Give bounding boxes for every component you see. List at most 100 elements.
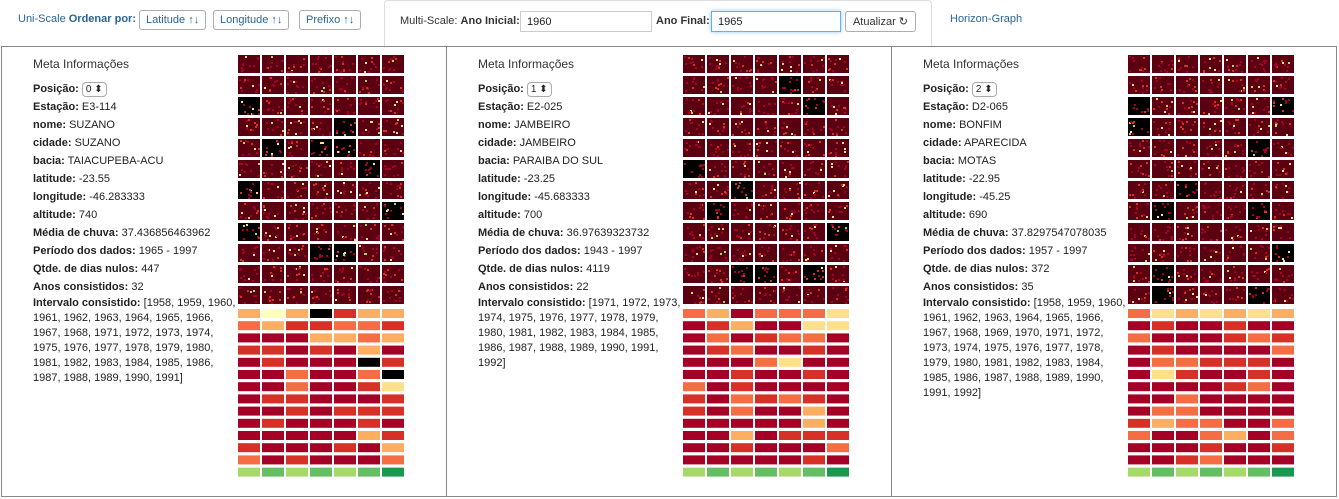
day-dot xyxy=(350,104,352,106)
year-cell xyxy=(779,382,801,392)
year-cell xyxy=(382,418,404,428)
day-dot xyxy=(741,131,743,133)
sort-longitude-button[interactable]: Longitude ↑↓ xyxy=(213,10,290,30)
year-cell xyxy=(382,431,404,440)
day-dot xyxy=(289,71,291,73)
month-block xyxy=(1176,181,1198,199)
day-dot xyxy=(1225,155,1227,157)
day-dot xyxy=(1169,83,1171,85)
day-dot xyxy=(383,273,385,275)
day-dot xyxy=(1226,289,1228,291)
day-dot xyxy=(693,77,695,79)
posicao-row: Posição: 2 ⬍ xyxy=(923,80,1128,98)
posicao-stepper[interactable]: 2 ⬍ xyxy=(971,82,997,97)
day-dot xyxy=(1240,61,1242,63)
day-dot xyxy=(373,63,375,65)
day-dot xyxy=(347,168,349,170)
day-dot xyxy=(1288,275,1290,277)
posicao-stepper[interactable]: 1 ⬍ xyxy=(526,82,552,97)
day-dot xyxy=(785,269,787,271)
day-dot xyxy=(810,80,812,82)
year-cell xyxy=(755,309,777,318)
year-cell xyxy=(1128,455,1150,465)
day-dot xyxy=(1137,170,1139,172)
meta-title: Meta Informações xyxy=(33,57,130,71)
day-dot xyxy=(749,253,751,255)
day-dot xyxy=(1276,174,1278,176)
day-dot xyxy=(1147,131,1149,133)
day-dot xyxy=(246,229,248,231)
year-cell xyxy=(262,406,284,416)
day-dot xyxy=(1234,279,1236,281)
year-cell xyxy=(779,467,801,477)
day-dot xyxy=(296,189,298,191)
day-dot xyxy=(248,278,250,280)
day-dot xyxy=(1265,211,1267,213)
day-dot xyxy=(810,144,812,146)
day-dot xyxy=(282,60,284,62)
day-dot xyxy=(838,105,840,107)
year-cell xyxy=(262,443,284,453)
day-dot xyxy=(246,224,248,226)
day-dot xyxy=(1230,197,1232,199)
day-dot xyxy=(1146,89,1148,91)
day-dot xyxy=(1237,145,1239,147)
day-dot xyxy=(1170,288,1172,290)
day-dot xyxy=(290,238,292,240)
month-block-bg xyxy=(310,286,332,304)
day-dot xyxy=(770,62,772,64)
day-dot xyxy=(771,150,773,152)
month-block-bg xyxy=(803,286,825,304)
day-dot xyxy=(1282,183,1284,185)
day-dot xyxy=(352,131,354,133)
day-dot xyxy=(761,246,763,248)
atualizar-button[interactable]: Atualizar ↻ xyxy=(845,11,916,32)
year-cell xyxy=(238,418,260,428)
day-dot xyxy=(716,102,718,104)
day-dot xyxy=(1257,225,1259,227)
day-dot xyxy=(763,105,765,107)
month-block-bg xyxy=(755,55,777,73)
year-cell xyxy=(1224,394,1246,404)
day-dot xyxy=(1130,163,1132,165)
day-dot xyxy=(1145,236,1147,238)
year-cell xyxy=(1272,345,1294,355)
day-dot xyxy=(701,89,703,91)
day-dot xyxy=(817,210,819,212)
horizon-graph-link[interactable]: Horizon-Graph xyxy=(950,13,1023,25)
day-dot xyxy=(743,105,745,107)
day-dot xyxy=(786,278,788,280)
day-dot xyxy=(750,69,752,71)
ano-final-input[interactable] xyxy=(711,11,841,32)
day-dot xyxy=(735,123,737,125)
day-dot xyxy=(1193,248,1195,250)
day-dot xyxy=(1207,153,1209,155)
month-block xyxy=(1272,97,1294,115)
day-dot xyxy=(253,206,255,208)
day-dot xyxy=(248,217,250,219)
day-dot xyxy=(1135,212,1137,214)
latitude-row: latitude: -22.95 xyxy=(923,170,1128,188)
posicao-stepper[interactable]: 0 ⬍ xyxy=(81,82,107,97)
month-block xyxy=(1128,181,1150,199)
day-dot xyxy=(289,224,291,226)
day-dot xyxy=(805,218,807,220)
day-dot xyxy=(289,212,291,214)
day-dot xyxy=(814,226,816,228)
day-dot xyxy=(1138,184,1140,186)
day-dot xyxy=(288,167,290,169)
day-dot xyxy=(397,174,399,176)
sort-prefixo-button[interactable]: Prefixo ↑↓ xyxy=(299,10,362,30)
day-dot xyxy=(699,234,701,236)
estacao-value: E2-025 xyxy=(526,101,563,113)
year-cell xyxy=(827,431,849,440)
year-cell xyxy=(683,431,705,440)
day-dot xyxy=(811,86,813,88)
month-block xyxy=(262,223,284,241)
year-cell xyxy=(803,357,825,367)
cidade-value: JAMBEIRO xyxy=(519,137,576,149)
sort-latitude-button[interactable]: Latitude ↑↓ xyxy=(139,10,207,30)
day-dot xyxy=(1166,71,1168,73)
ano-inicial-input[interactable] xyxy=(520,11,652,32)
day-dot xyxy=(365,101,367,103)
